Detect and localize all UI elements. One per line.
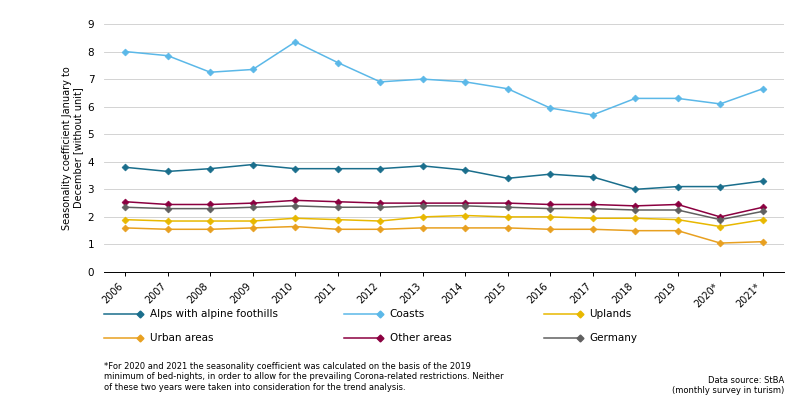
Text: Urban areas: Urban areas bbox=[150, 333, 213, 343]
Text: Other areas: Other areas bbox=[390, 333, 451, 343]
Text: Uplands: Uplands bbox=[590, 309, 632, 319]
Text: Germany: Germany bbox=[590, 333, 638, 343]
Text: Data source: StBA
(monthly survey in turism): Data source: StBA (monthly survey in tur… bbox=[672, 376, 784, 395]
Text: *For 2020 and 2021 the seasonality coefficient was calculated on the basis of th: *For 2020 and 2021 the seasonality coeff… bbox=[104, 362, 504, 392]
Y-axis label: Seasonality coefficient January to
December [without unit]: Seasonality coefficient January to Decem… bbox=[62, 66, 83, 230]
Text: Alps with alpine foothills: Alps with alpine foothills bbox=[150, 309, 278, 319]
Text: Coasts: Coasts bbox=[390, 309, 425, 319]
